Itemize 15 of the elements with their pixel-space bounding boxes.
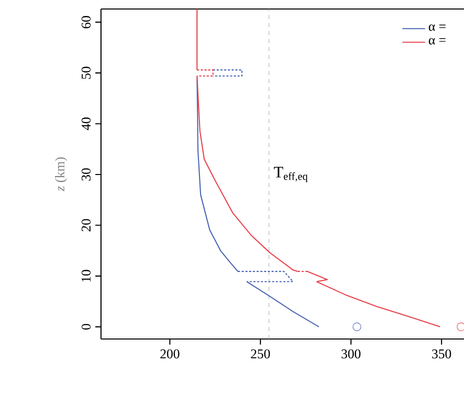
x-tick-label: 200 bbox=[160, 349, 180, 358]
ref-line-label: T$_{eff,eq}$ bbox=[274, 166, 308, 182]
y-axis-title: z (km) bbox=[55, 157, 68, 192]
x-tick-label: 300 bbox=[342, 349, 360, 358]
y-tick-label: 40 bbox=[82, 118, 91, 130]
y-tick-label: 60 bbox=[82, 16, 91, 28]
legend-label: α = bbox=[428, 24, 446, 31]
legend-label: α = bbox=[428, 38, 446, 45]
x-tick-label: 350 bbox=[432, 349, 452, 358]
y-tick-label: 0 bbox=[82, 324, 91, 330]
y-tick-label: 20 bbox=[82, 219, 91, 232]
y-tick-label: 10 bbox=[82, 270, 91, 282]
y-tick-label: 30 bbox=[82, 168, 91, 181]
x-tick-label: 250 bbox=[250, 349, 270, 358]
y-tick-label: 50 bbox=[82, 66, 91, 79]
